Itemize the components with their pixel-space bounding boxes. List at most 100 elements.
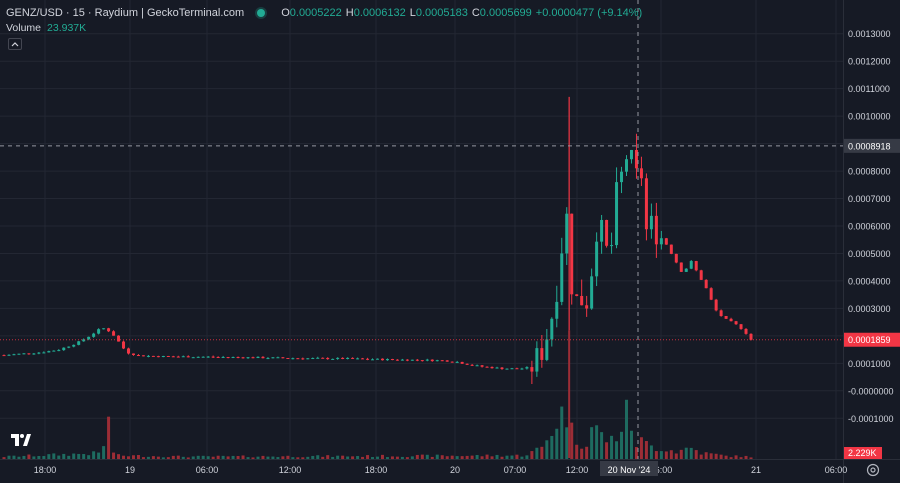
volume-bar bbox=[366, 455, 370, 459]
candle-body bbox=[435, 360, 439, 362]
candle-body bbox=[654, 215, 658, 245]
tradingview-logo-icon[interactable] bbox=[10, 430, 32, 450]
candle-body bbox=[321, 357, 325, 359]
crosshair-time-box bbox=[600, 461, 658, 476]
close-key: C bbox=[471, 7, 480, 19]
volume-bar bbox=[311, 455, 315, 459]
volume-bar bbox=[629, 430, 633, 459]
candle-body bbox=[261, 356, 265, 359]
volume-bar bbox=[371, 457, 375, 459]
open-value: 0.0005222 bbox=[289, 7, 342, 19]
candle-body bbox=[316, 357, 320, 359]
volume-bar bbox=[236, 456, 240, 459]
candle-body bbox=[72, 344, 76, 347]
candle-body bbox=[684, 268, 688, 272]
low-value: 0.0005183 bbox=[415, 7, 468, 19]
volume-bar bbox=[336, 455, 340, 459]
price-tick-label: 0.0012000 bbox=[848, 57, 891, 67]
volume-bar bbox=[286, 455, 290, 459]
candle-body bbox=[610, 245, 614, 247]
volume-bar bbox=[610, 435, 614, 459]
candle-body bbox=[266, 358, 270, 360]
candle-body bbox=[400, 359, 404, 361]
volume-bar bbox=[281, 456, 285, 459]
volume-bar bbox=[97, 452, 101, 459]
candle-body bbox=[161, 355, 165, 358]
candle-body bbox=[385, 359, 389, 361]
candle-body bbox=[37, 352, 41, 354]
volume-bar bbox=[17, 456, 21, 459]
volume-bar bbox=[331, 456, 335, 459]
gear-icon[interactable] bbox=[866, 463, 880, 477]
candle-body bbox=[724, 315, 728, 319]
volume-bar bbox=[600, 432, 604, 459]
candle-body bbox=[52, 350, 56, 352]
candle-body bbox=[719, 310, 723, 316]
candle-body bbox=[560, 253, 564, 302]
volume-bar bbox=[127, 456, 130, 459]
candle-body bbox=[221, 357, 225, 359]
volume-bar bbox=[107, 416, 111, 459]
volume-bar bbox=[520, 456, 524, 459]
candle-body bbox=[271, 357, 275, 359]
candle-body bbox=[530, 367, 534, 372]
candle-body bbox=[301, 358, 305, 360]
candle-body bbox=[191, 357, 195, 359]
volume-bar bbox=[470, 455, 474, 459]
volume-bar bbox=[694, 450, 698, 459]
volume-bar bbox=[535, 447, 539, 459]
volume-bar bbox=[246, 457, 250, 459]
time-tick-label: 20 bbox=[450, 465, 460, 475]
price-tick-label: 0.0001000 bbox=[848, 359, 891, 369]
volume-bar bbox=[704, 452, 708, 459]
candle-body bbox=[87, 336, 91, 340]
volume-bar bbox=[505, 455, 509, 459]
candle-body bbox=[545, 339, 549, 360]
candle-body bbox=[376, 358, 379, 360]
candle-body bbox=[415, 359, 419, 361]
price-tick-label: 0.0010000 bbox=[848, 112, 891, 122]
candle-body bbox=[366, 358, 370, 360]
volume-bar bbox=[376, 456, 379, 459]
candle-body bbox=[216, 357, 220, 359]
collapse-legend-button[interactable] bbox=[8, 38, 22, 50]
candle-body bbox=[714, 299, 718, 311]
volume-bar bbox=[435, 454, 439, 459]
candle-body bbox=[32, 353, 36, 355]
volume-bar bbox=[639, 437, 643, 459]
volume-bar bbox=[146, 456, 150, 459]
volume-bar bbox=[585, 446, 589, 459]
last-price-box bbox=[844, 332, 900, 347]
candle-body bbox=[27, 353, 31, 355]
volume-bar bbox=[326, 455, 330, 459]
candle-body bbox=[744, 328, 748, 334]
volume-bar bbox=[664, 451, 668, 459]
volume-bar bbox=[92, 451, 96, 459]
price-tick-label: -0.0001000 bbox=[848, 414, 894, 424]
volume-bar bbox=[196, 455, 200, 459]
volume-bar bbox=[425, 454, 429, 459]
price-tick-label: 0.0003000 bbox=[848, 304, 891, 314]
volume-bar bbox=[420, 454, 424, 459]
volume-bar bbox=[57, 455, 61, 459]
volume-bar bbox=[321, 456, 325, 459]
candle-body bbox=[639, 168, 643, 179]
volume-bar bbox=[251, 457, 255, 459]
time-tick-label: 16:00 bbox=[650, 465, 673, 475]
candle-body bbox=[186, 356, 190, 358]
time-tick-label: 19 bbox=[125, 465, 135, 475]
candle-body bbox=[615, 182, 619, 246]
volume-bar bbox=[186, 457, 190, 459]
price-tick-label: 0.0013000 bbox=[848, 29, 891, 39]
volume-bar bbox=[634, 447, 638, 459]
close-value: 0.0005699 bbox=[479, 7, 532, 19]
volume-bar bbox=[102, 446, 106, 459]
candle-body bbox=[67, 346, 71, 348]
volume-bar bbox=[62, 453, 66, 459]
candle-body bbox=[156, 356, 160, 358]
candle-body bbox=[739, 324, 743, 329]
candle-body bbox=[410, 359, 414, 361]
volume-label: Volume bbox=[6, 22, 42, 34]
